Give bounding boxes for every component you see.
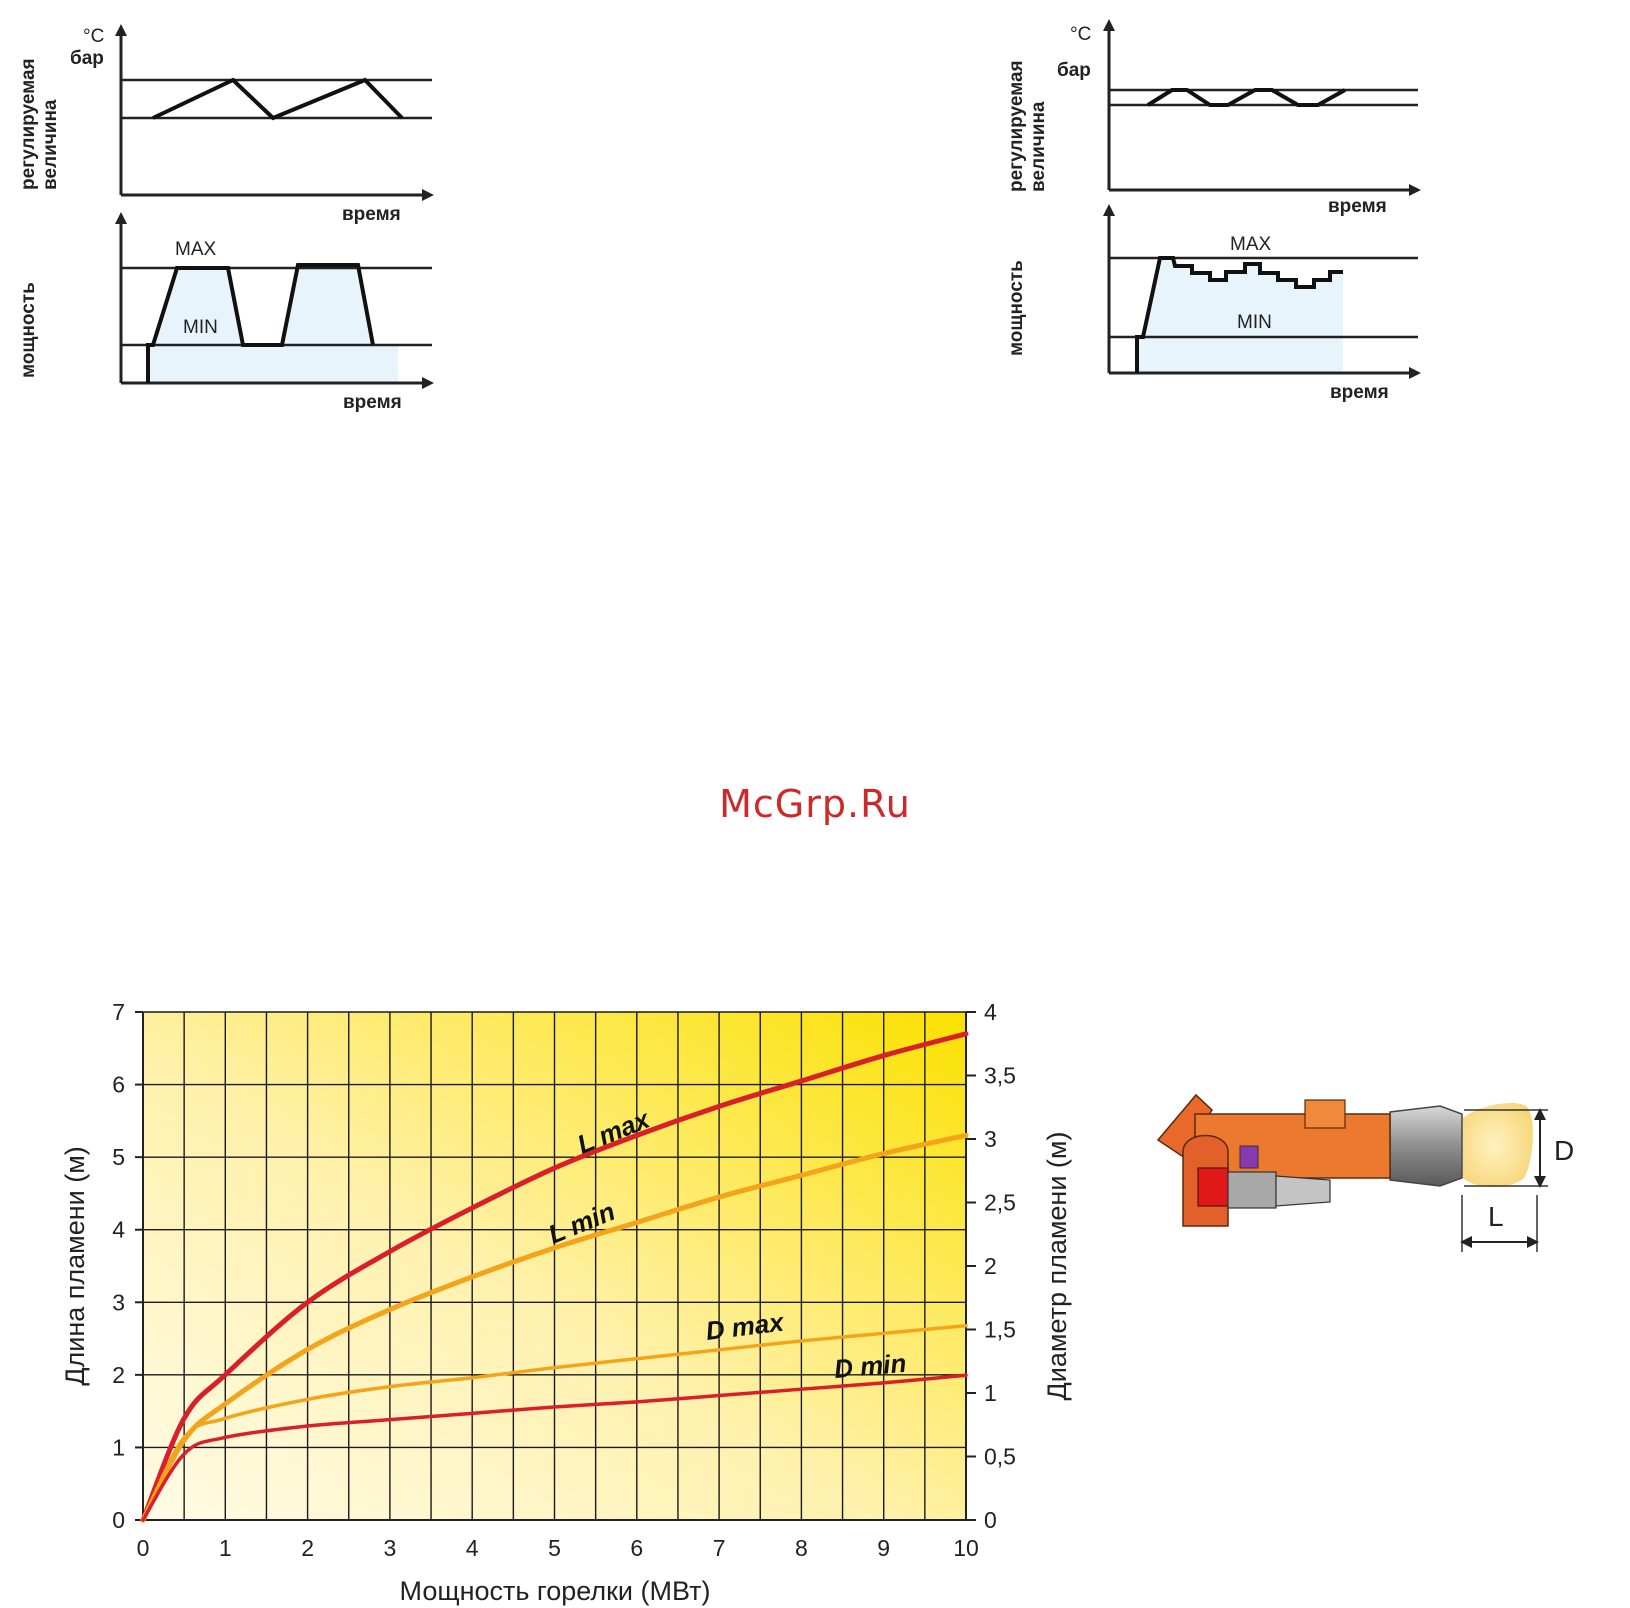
y2-tick-label: 3 [984,1126,997,1152]
y2-axis-title: Диаметр пламени (м) [1042,1132,1072,1401]
series-line-l-max [140,1031,969,1523]
power-wave [146,263,375,383]
min-label: MIN [183,317,218,338]
ylabel-line2: величина [40,99,61,190]
min-label: MIN [1237,312,1272,333]
air-intake [1156,1093,1213,1158]
x-tick-label: 3 [384,1535,397,1561]
x-tick-label: 2 [301,1535,314,1561]
max-label: MAX [1230,234,1272,255]
pump [1275,1175,1331,1207]
controlled-value-wave [1146,88,1346,107]
ylabel-line2: величина [1028,101,1049,192]
y2-tick-label: 1 [984,1380,997,1406]
xlabel-time: время [1328,196,1387,217]
y2-tick-label: 2 [984,1253,997,1279]
power-fill [1137,258,1343,373]
y2-tick-label: 4 [984,999,997,1025]
y-tick-label: 6 [112,1072,125,1098]
y2-tick-label: 0 [984,1507,997,1533]
blast-tube [1389,1105,1463,1187]
curve-label-dmin: D min [833,1348,908,1384]
y-axis-title: Длина пламени (м) [60,1146,90,1386]
top-panel-left: °C бар регулируемая величина время [18,24,434,225]
power-wave [1135,256,1343,373]
series [140,1031,969,1523]
pump-motor [1227,1171,1277,1209]
label-d: D [1554,1135,1574,1166]
control-diagram-right: °C бар регулируемая величина время мощно… [1006,19,1421,403]
max-label: MAX [175,239,217,260]
y2-tick-label: 0,5 [984,1444,1016,1470]
x-tick-label: 1 [219,1535,232,1561]
x-tick-label: 4 [466,1535,479,1561]
ylabel-power: мощность [1006,260,1027,356]
series-line-d-min [141,1373,968,1522]
y2-tick-label: 1,5 [984,1317,1016,1343]
xlabel-time: время [1330,382,1389,403]
fan-motor-cover [1197,1167,1229,1207]
unit-celsius: °C [1070,24,1091,45]
flame-shape [1463,1103,1533,1187]
top-panel-right: °C бар регулируемая величина время [1006,19,1421,217]
unit-bar: бар [1057,60,1091,81]
watermark: McGrp.Ru [719,782,911,826]
y-tick-label: 0 [112,1507,125,1533]
x-tick-label: 5 [548,1535,561,1561]
series-line-d-max [141,1323,968,1522]
controlled-value-wave [152,77,404,121]
x-tick-label: 6 [630,1535,643,1561]
x-tick-label: 8 [795,1535,808,1561]
x-axis-title: Мощность горелки (МВт) [400,1576,711,1606]
control-diagram-left: °C бар регулируемая величина время мощно… [18,24,434,413]
y-tick-label: 1 [112,1434,125,1460]
series-line-l-min [140,1132,969,1523]
y-tick-label: 7 [112,999,125,1025]
power-fill [148,265,398,383]
y-tick-label: 3 [112,1289,125,1315]
y-tick-label: 5 [112,1144,125,1170]
unit-celsius: °C [83,26,104,47]
y2-tick-label: 2,5 [984,1190,1016,1216]
xlabel-time: время [342,204,401,225]
servo-motor [1239,1145,1259,1169]
x-tick-label: 10 [953,1535,979,1561]
ylabel-power: мощность [18,282,39,378]
grid [142,1011,967,1521]
ylabel-line1: регулируемая [18,58,39,190]
x-tick-label: 0 [137,1535,150,1561]
unit-bar: бар [70,48,104,69]
y-tick-label: 4 [112,1217,125,1243]
bottom-panel-right: мощность MAX MIN время [1006,204,1421,403]
control-box [1304,1099,1346,1129]
bottom-panel-left: мощность MAX MIN время [18,212,434,413]
burner-illustration: D L [1156,1093,1574,1252]
y-tick-label: 2 [112,1362,125,1388]
xlabel-time: время [343,392,402,413]
ylabel-line1: регулируемая [1006,60,1027,192]
x-tick-label: 9 [877,1535,890,1561]
y2-tick-label: 3,5 [984,1063,1016,1089]
label-l: L [1488,1201,1504,1232]
x-tick-label: 7 [713,1535,726,1561]
